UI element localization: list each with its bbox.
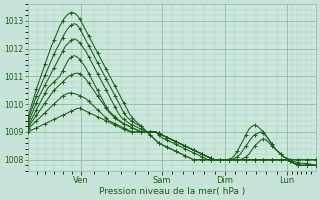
X-axis label: Pression niveau de la mer( hPa ): Pression niveau de la mer( hPa ) bbox=[99, 187, 245, 196]
